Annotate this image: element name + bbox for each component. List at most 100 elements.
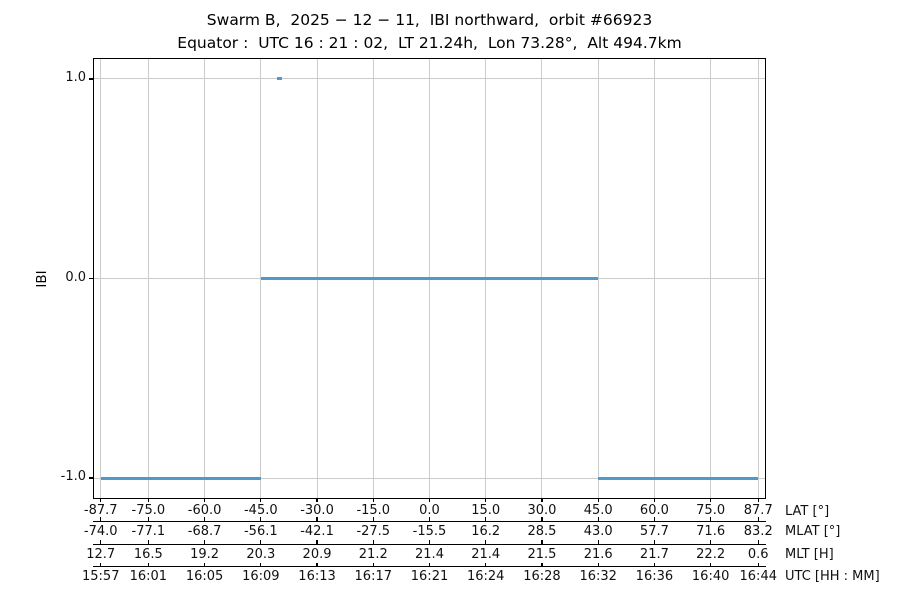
x-tick-mark <box>203 498 206 502</box>
x-tick-label: 16:44 <box>739 568 777 584</box>
x-tick-mark <box>709 562 712 566</box>
x-tick-mark <box>597 562 599 566</box>
x-tick-mark <box>653 517 656 521</box>
x-tick-mark <box>372 540 374 544</box>
x-tick-label: -56.1 <box>243 523 278 539</box>
x-axis-row-name: MLAT [°] <box>785 524 841 539</box>
x-tick-mark <box>316 540 318 544</box>
y-tick-mark <box>89 477 93 479</box>
x-tick-label: -30.0 <box>300 503 334 518</box>
x-tick-label: -15.5 <box>412 523 447 539</box>
x-tick-mark <box>485 517 487 521</box>
x-tick-label: 75.0 <box>696 503 726 518</box>
x-tick-mark <box>203 562 206 566</box>
y-tick-mark <box>89 277 93 280</box>
x-tick-label: 16:28 <box>523 568 561 584</box>
x-tick-label: 16:05 <box>185 568 224 584</box>
x-tick-mark <box>428 562 431 566</box>
data-line-segment <box>277 77 283 81</box>
x-axis-row-line <box>93 566 766 568</box>
x-tick-label: -75.0 <box>131 503 166 518</box>
x-tick-label: 16:36 <box>635 568 674 584</box>
x-tick-mark <box>653 540 656 544</box>
x-tick-mark <box>372 562 374 566</box>
y-tick-label: -1.0 <box>60 469 86 485</box>
x-tick-label: 15.0 <box>471 503 501 518</box>
x-tick-mark <box>316 562 318 566</box>
x-tick-mark <box>428 517 431 521</box>
x-tick-label: -77.1 <box>131 523 166 539</box>
x-tick-mark <box>260 517 262 521</box>
x-tick-label: -87.7 <box>83 503 118 518</box>
x-tick-label: -42.1 <box>300 523 334 539</box>
x-tick-label: 20.9 <box>302 546 332 562</box>
x-tick-label: 21.6 <box>583 546 613 562</box>
x-axis-row-name: LAT [°] <box>785 503 830 519</box>
x-tick-mark <box>260 540 262 544</box>
x-tick-mark <box>709 517 712 521</box>
x-tick-mark <box>147 562 149 566</box>
y-gridline <box>94 78 765 80</box>
x-tick-mark <box>597 498 599 502</box>
data-line-segment <box>598 476 759 480</box>
x-tick-mark <box>757 562 759 566</box>
x-tick-label: 28.5 <box>527 523 557 539</box>
x-tick-mark <box>709 498 712 502</box>
y-tick-label: 0.0 <box>65 269 86 285</box>
x-tick-mark <box>757 540 759 544</box>
x-tick-mark <box>541 540 543 544</box>
x-tick-mark <box>316 517 318 521</box>
x-tick-mark <box>428 498 431 502</box>
x-tick-mark <box>541 562 543 566</box>
x-tick-mark <box>316 498 318 502</box>
data-line-segment <box>100 476 261 480</box>
x-tick-label: 16:21 <box>410 568 449 584</box>
x-tick-mark <box>653 562 656 566</box>
x-tick-label: 19.2 <box>190 546 220 562</box>
x-tick-label: 21.4 <box>471 546 501 562</box>
x-tick-label: 16:01 <box>129 568 168 584</box>
x-tick-label: 15:57 <box>82 568 120 584</box>
x-tick-label: 83.2 <box>743 523 773 539</box>
x-tick-mark <box>100 540 102 544</box>
x-tick-label: -15.0 <box>356 503 391 518</box>
data-line-segment <box>260 277 599 280</box>
x-tick-label: 60.0 <box>639 503 669 518</box>
x-tick-label: 21.2 <box>358 546 388 562</box>
x-tick-mark <box>757 498 759 502</box>
x-tick-label: -68.7 <box>187 523 222 539</box>
x-tick-mark <box>541 498 543 502</box>
x-tick-label: 16:32 <box>579 568 617 584</box>
chart-subtitle: Equator : UTC 16 : 21 : 02, LT 21.24h, L… <box>177 34 682 52</box>
x-tick-label: 12.7 <box>86 546 116 562</box>
x-tick-label: 21.4 <box>415 546 444 562</box>
x-tick-mark <box>372 517 374 521</box>
x-tick-mark <box>372 498 374 502</box>
x-tick-label: 20.3 <box>246 546 276 562</box>
x-tick-mark <box>100 562 102 566</box>
x-tick-mark <box>597 517 599 521</box>
x-tick-mark <box>147 540 149 544</box>
x-tick-mark <box>709 540 712 544</box>
x-tick-label: 16:40 <box>691 568 730 584</box>
x-axis-row-name: MLT [H] <box>785 547 834 562</box>
x-axis-row-name: UTC [HH : MM] <box>785 569 880 584</box>
x-tick-mark <box>260 562 262 566</box>
x-tick-label: 57.7 <box>639 523 669 539</box>
x-tick-label: 87.7 <box>743 503 773 518</box>
x-tick-mark <box>757 517 759 521</box>
x-tick-label: 0.0 <box>419 503 440 518</box>
x-tick-mark <box>203 517 206 521</box>
x-tick-label: 16.5 <box>133 546 163 562</box>
x-tick-label: -74.0 <box>83 523 118 539</box>
x-tick-mark <box>100 498 102 502</box>
x-tick-label: 16.2 <box>471 523 501 539</box>
y-gridline <box>94 477 765 479</box>
x-tick-label: -27.5 <box>356 523 391 539</box>
x-tick-mark <box>100 517 102 521</box>
x-tick-label: -60.0 <box>187 503 222 518</box>
x-tick-mark <box>597 540 599 544</box>
x-tick-label: 71.6 <box>696 523 726 539</box>
x-tick-label: 0.6 <box>747 546 769 562</box>
x-tick-mark <box>147 498 149 502</box>
